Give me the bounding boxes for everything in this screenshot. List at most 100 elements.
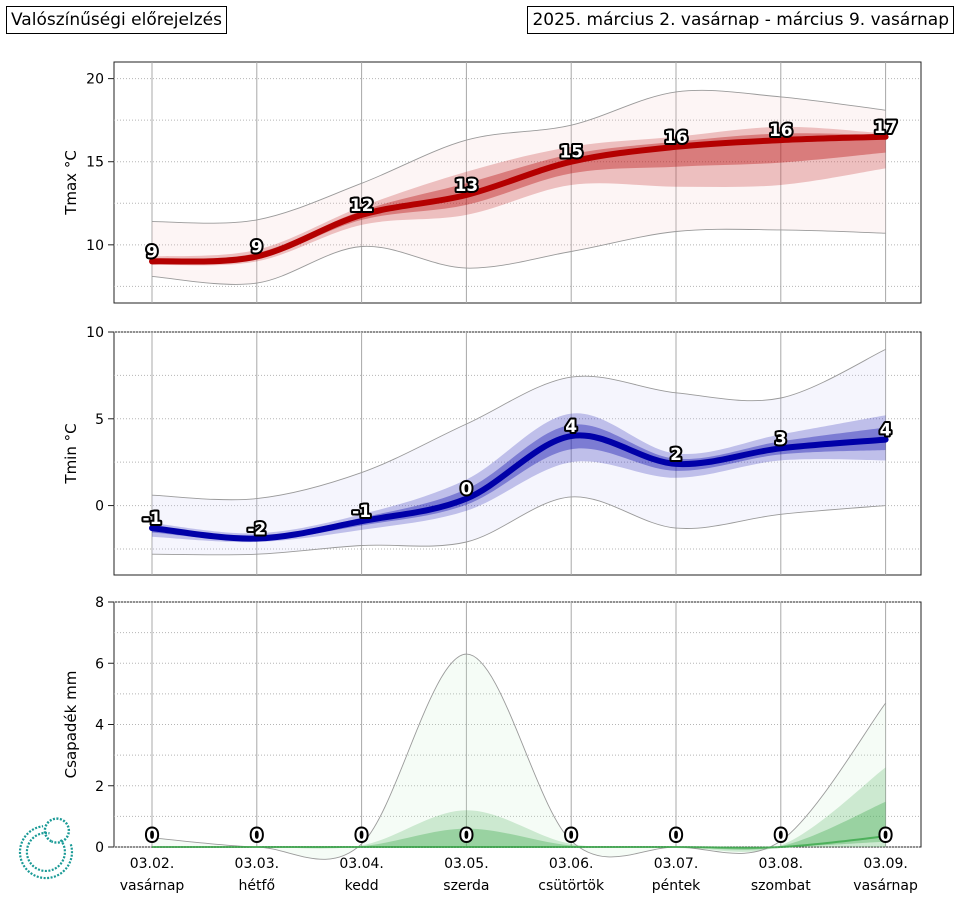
value-label: 4 xyxy=(565,417,577,437)
value-label-outline: 0 xyxy=(775,826,787,846)
median-line xyxy=(149,133,889,265)
x-tick-label-day: hétfő xyxy=(239,878,275,894)
value-label-outline: 0 xyxy=(251,826,263,846)
x-tick-label-date: 03.08. xyxy=(759,856,804,872)
x-tick-label-date: 03.05. xyxy=(444,856,489,872)
value-label: 3 xyxy=(775,429,787,449)
ensemble-envelope xyxy=(152,654,886,860)
y-tick-label: 6 xyxy=(95,656,104,672)
value-label-outline: 0 xyxy=(565,826,577,846)
max-line xyxy=(151,348,886,501)
y-tick-label: 2 xyxy=(95,779,104,795)
y-tick-label: 20 xyxy=(86,72,104,88)
y-tick-label: 0 xyxy=(95,499,104,515)
value-label-outline: 0 xyxy=(670,826,682,846)
y-tick-label: 15 xyxy=(86,155,104,171)
x-tick-label-date: 03.03. xyxy=(235,856,280,872)
value-label: 16 xyxy=(664,128,688,148)
swirl-logo-icon xyxy=(18,817,74,880)
value-label: 0 xyxy=(565,826,577,846)
value-label-outline: 9 xyxy=(251,237,263,257)
value-label-outline: 0 xyxy=(146,826,158,846)
value-label-outline: -1 xyxy=(352,502,371,522)
max-line xyxy=(151,89,886,224)
x-tick-label-day: szerda xyxy=(443,878,489,894)
value-label: 12 xyxy=(350,196,374,216)
value-label: 13 xyxy=(455,176,479,196)
y-tick-label: 4 xyxy=(95,718,104,734)
value-label-outline: -1 xyxy=(143,509,162,529)
value-label: 0 xyxy=(460,826,472,846)
value-label-outline: 17 xyxy=(874,118,898,138)
value-label: 9 xyxy=(251,237,263,257)
y-axis-label: Tmax °C xyxy=(62,150,80,216)
y-tick-label: 0 xyxy=(95,840,104,856)
x-tick-label-day: vasárnap xyxy=(120,878,185,894)
value-label: 2 xyxy=(670,445,682,465)
date-range-title: 2025. március 2. vasárnap - március 9. v… xyxy=(527,6,954,34)
logo-arc xyxy=(43,817,71,844)
value-label-outline: 0 xyxy=(356,826,368,846)
value-label: -2 xyxy=(247,520,266,540)
forecast-title: Valószínűségi előrejelzés xyxy=(6,6,227,34)
value-label: 0 xyxy=(251,826,263,846)
value-label: 0 xyxy=(670,826,682,846)
value-label: -1 xyxy=(143,509,162,529)
y-tick-label: 10 xyxy=(86,238,104,254)
value-label: 0 xyxy=(356,826,368,846)
value-label-outline: 12 xyxy=(350,196,374,216)
x-tick-label-day: csütörtök xyxy=(538,878,605,894)
value-label-outline: 4 xyxy=(880,421,892,441)
median-line xyxy=(149,432,889,542)
value-label-outline: 16 xyxy=(664,128,688,148)
value-label-outline: 3 xyxy=(775,429,787,449)
value-label-outline: 0 xyxy=(880,826,892,846)
value-label-outline: 16 xyxy=(769,121,793,141)
value-label-outline: 13 xyxy=(455,176,479,196)
value-label-outline: 15 xyxy=(559,143,583,163)
x-tick-label-date: 03.09. xyxy=(863,856,908,872)
x-tick-label-date: 03.02. xyxy=(130,856,175,872)
value-label: 0 xyxy=(460,480,472,500)
min-line xyxy=(151,228,886,285)
value-label: 4 xyxy=(880,421,892,441)
x-tick-label-day: kedd xyxy=(345,878,379,894)
quantile-band xyxy=(152,767,886,852)
value-label-outline: 0 xyxy=(460,480,472,500)
max-line xyxy=(151,653,886,860)
value-label-outline: 4 xyxy=(565,417,577,437)
value-label: 16 xyxy=(769,121,793,141)
x-tick-label-date: 03.07. xyxy=(654,856,699,872)
y-axis-label: Csapadék mm xyxy=(62,671,80,779)
quantile-band xyxy=(152,413,886,543)
value-label: 0 xyxy=(146,826,158,846)
ensemble-envelope xyxy=(152,90,886,285)
ensemble-envelope xyxy=(152,349,886,555)
x-tick-label-date: 03.06. xyxy=(549,856,594,872)
value-label-outline: 2 xyxy=(670,445,682,465)
value-label-outline: 0 xyxy=(460,826,472,846)
value-label: 9 xyxy=(146,242,158,262)
value-label-outline: 9 xyxy=(146,242,158,262)
value-label: 0 xyxy=(775,826,787,846)
x-tick-label-date: 03.04. xyxy=(339,856,384,872)
value-label: 17 xyxy=(874,118,898,138)
value-label: 15 xyxy=(559,143,583,163)
value-label-outline: -2 xyxy=(247,520,266,540)
y-axis-label: Tmin °C xyxy=(62,423,80,484)
quantile-band xyxy=(152,126,886,266)
value-label: 0 xyxy=(880,826,892,846)
median-line xyxy=(152,835,886,849)
plot-frame xyxy=(113,331,922,576)
min-line xyxy=(151,496,886,556)
y-tick-label: 5 xyxy=(95,412,104,428)
logo-arc xyxy=(18,825,74,880)
value-label: -1 xyxy=(352,502,371,522)
x-tick-label-day: péntek xyxy=(652,878,701,894)
x-tick-label-day: vasárnap xyxy=(853,878,918,894)
y-tick-label: 8 xyxy=(95,595,104,611)
